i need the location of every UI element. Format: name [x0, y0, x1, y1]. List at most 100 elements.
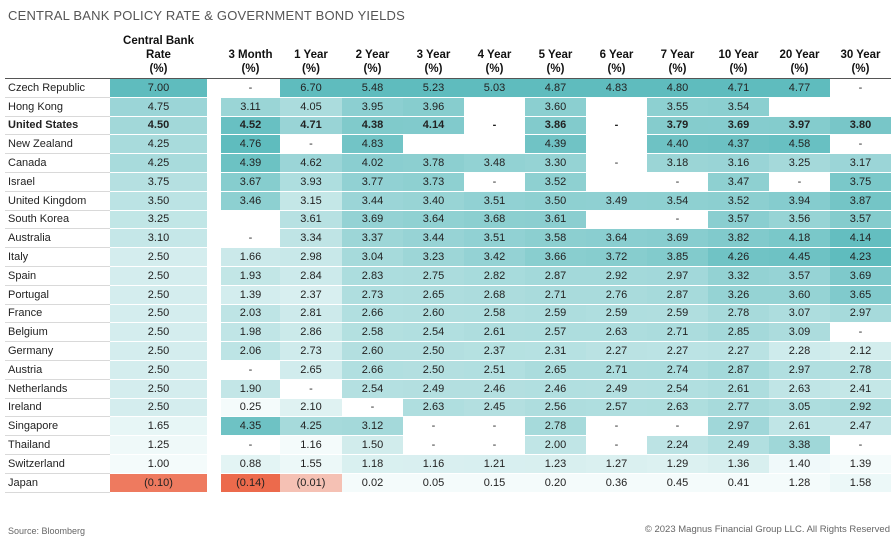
value-cell: 1.65	[110, 416, 207, 437]
column-header-line: 6 Year	[599, 49, 634, 61]
value-cell: 3.64	[586, 228, 647, 249]
value-cell: -	[586, 416, 647, 437]
gap-cell	[207, 191, 221, 211]
country-label: Israel	[5, 172, 110, 192]
value-cell	[464, 134, 525, 155]
value-cell: 3.78	[403, 153, 464, 173]
value-cell: -	[403, 416, 464, 437]
gap-cell	[207, 341, 221, 361]
value-cell: 3.85	[647, 247, 708, 267]
value-cell: -	[647, 416, 708, 437]
value-cell: 2.60	[342, 341, 403, 361]
value-cell: 4.05	[280, 97, 342, 117]
value-cell: 2.56	[525, 398, 586, 418]
value-cell: 2.71	[525, 285, 586, 305]
value-cell: 3.50	[525, 191, 586, 211]
value-cell: 2.27	[647, 341, 708, 361]
value-cell: 4.83	[342, 134, 403, 155]
column-header: 20 Year (%)	[769, 34, 830, 79]
value-cell: 2.59	[525, 304, 586, 324]
value-cell: 5.23	[403, 78, 464, 98]
value-cell: -	[403, 435, 464, 455]
country-label: United Kingdom	[5, 191, 110, 211]
value-cell: 2.87	[708, 360, 769, 380]
value-cell: 3.07	[769, 304, 830, 324]
value-cell: 2.97	[830, 304, 891, 324]
gap-cell	[207, 285, 221, 305]
value-cell: 2.97	[647, 266, 708, 286]
column-header-line: 30 Year	[840, 49, 881, 61]
source-note: Source: Bloomberg	[8, 526, 86, 536]
value-cell: 1.39	[830, 454, 891, 474]
value-cell: 3.69	[830, 266, 891, 286]
table-row: Austria 2.50-2.65 2.66 2.50 2.51 2.65 2.71 2.74…	[5, 360, 891, 380]
value-cell: 3.69	[647, 228, 708, 249]
value-cell: 2.71	[647, 322, 708, 343]
table-row: Portugal 2.50 1.39 2.37 2.73 2.65 2.68 2.71 2.76…	[5, 285, 891, 305]
value-cell: 3.93	[280, 172, 342, 192]
value-cell: 1.98	[221, 322, 280, 343]
value-cell: 1.90	[221, 379, 280, 399]
value-cell: 0.20	[525, 473, 586, 493]
gap-cell	[207, 228, 221, 249]
table-row: Australia 3.10-3.34 3.37 3.44 3.51 3.58 3.64 3.…	[5, 228, 891, 249]
value-cell: 3.10	[110, 228, 207, 249]
value-cell: 7.00	[110, 78, 207, 98]
value-cell: 2.06	[221, 341, 280, 361]
value-cell: 3.57	[769, 266, 830, 286]
value-cell: 3.32	[708, 266, 769, 286]
value-cell: -	[586, 153, 647, 173]
value-cell: 2.50	[110, 304, 207, 324]
value-cell: 4.35	[221, 416, 280, 437]
country-label: New Zealand	[5, 134, 110, 155]
table-row: South Korea 3.25 3.61 3.69 3.64 3.68 3.61-3.57…	[5, 210, 891, 230]
value-cell: (0.14)	[221, 473, 280, 493]
value-cell: 5.03	[464, 78, 525, 98]
table-row: Netherlands 2.50 1.90-2.54 2.49 2.46 2.46 2.49…	[5, 379, 891, 399]
value-cell: 2.65	[403, 285, 464, 305]
table-row: United States 4.50 4.52 4.71 4.38 4.14-3.86-3…	[5, 116, 891, 136]
table-row: Singapore 1.65 4.35 4.25 3.12- -2.78- -2.97 2.6…	[5, 416, 891, 437]
value-cell: 3.56	[769, 210, 830, 230]
table-row: Czech Republic 7.00-6.70 5.48 5.23 5.03 4.87 4…	[5, 78, 891, 98]
value-cell: 6.70	[280, 78, 342, 98]
country-label: South Korea	[5, 210, 110, 230]
column-header-line: (%)	[424, 63, 443, 75]
value-cell: 1.40	[769, 454, 830, 474]
value-cell: 2.27	[708, 341, 769, 361]
value-cell: 2.50	[403, 341, 464, 361]
value-cell: 3.67	[221, 172, 280, 192]
value-cell: 2.59	[586, 304, 647, 324]
value-cell: 0.41	[708, 473, 769, 493]
value-cell: 2.75	[403, 266, 464, 286]
value-cell: 1.21	[464, 454, 525, 474]
value-cell: 2.58	[464, 304, 525, 324]
value-cell: 2.49	[708, 435, 769, 455]
value-cell: 4.58	[769, 134, 830, 155]
value-cell: 2.76	[586, 285, 647, 305]
column-header-line: 1 Year	[294, 49, 328, 61]
gap-cell	[207, 172, 221, 192]
table-row: Ireland 2.50 0.25 2.10-2.63 2.45 2.56 2.57 2.63…	[5, 398, 891, 418]
column-header-line: (%)	[546, 63, 565, 75]
value-cell: -	[464, 416, 525, 437]
value-cell: 3.52	[708, 191, 769, 211]
value-cell: 2.50	[110, 341, 207, 361]
value-cell: 2.27	[586, 341, 647, 361]
value-cell: 0.88	[221, 454, 280, 474]
table-row: Spain 2.50 1.93 2.84 2.83 2.75 2.82 2.87 2.92 2.9…	[5, 266, 891, 286]
value-cell: 1.66	[221, 247, 280, 267]
value-cell: 2.61	[769, 416, 830, 437]
column-header-line: (%)	[302, 63, 320, 75]
value-cell: 2.85	[708, 322, 769, 343]
table-row: Belgium 2.50 1.98 2.86 2.58 2.54 2.61 2.57 2.63 2…	[5, 322, 891, 343]
value-cell: 2.97	[708, 416, 769, 437]
value-cell: 4.62	[280, 153, 342, 173]
column-header-line: Central Bank	[123, 35, 194, 47]
value-cell: 0.25	[221, 398, 280, 418]
value-cell: 2.87	[525, 266, 586, 286]
value-cell: 3.12	[342, 416, 403, 437]
value-cell: 3.58	[525, 228, 586, 249]
column-header: 10 Year (%)	[708, 34, 769, 79]
value-cell: 1.16	[403, 454, 464, 474]
